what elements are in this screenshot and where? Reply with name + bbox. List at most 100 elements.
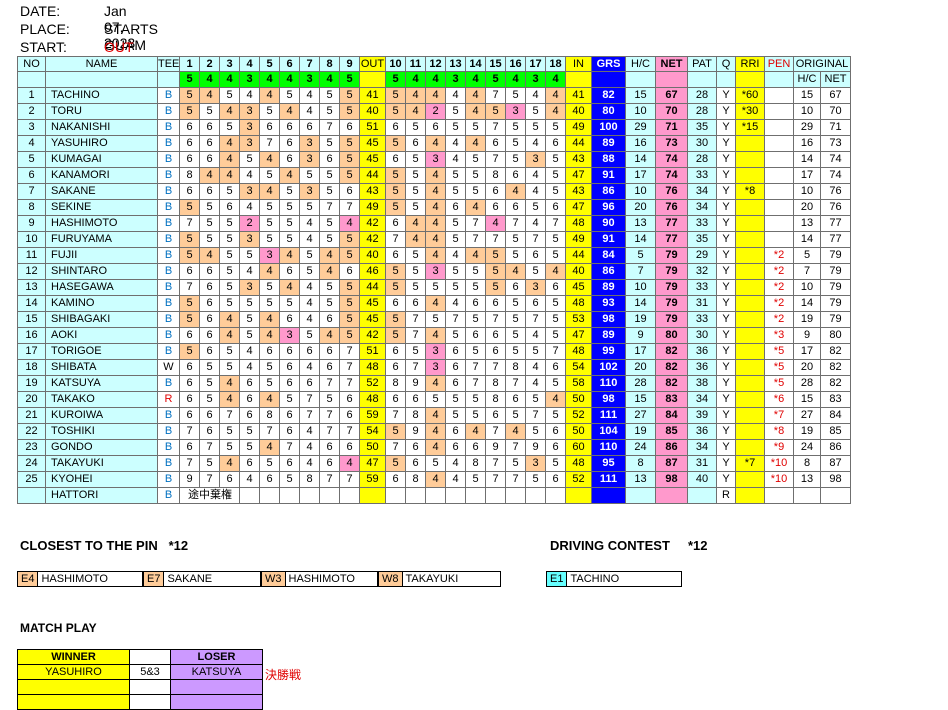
- handicap: 20: [626, 200, 656, 216]
- hole-score: 7: [300, 408, 320, 424]
- hole-score: 5: [280, 216, 300, 232]
- hole-score: 6: [486, 296, 506, 312]
- player-row: 17 TORIGOE B 5 6 5 4 6 6 6 6 7 51 6 5 3 6 5 6 5 5 7 48 99 17 82 36…: [17, 344, 851, 360]
- player-tee: B: [158, 472, 180, 488]
- hole-score: 6: [280, 152, 300, 168]
- hole-score: 6: [446, 440, 466, 456]
- hole-score: 6: [386, 216, 406, 232]
- hole-score: 6: [180, 264, 200, 280]
- start-label: START:: [20, 39, 67, 55]
- hole-score: 7: [340, 200, 360, 216]
- hole-score: 6: [506, 280, 526, 296]
- hole-score: 4: [200, 248, 220, 264]
- hole-score: 5: [180, 200, 200, 216]
- hole-score: 5: [240, 152, 260, 168]
- hole-score: 4: [446, 472, 466, 488]
- hole-score: 5: [220, 248, 240, 264]
- hole-score: 4: [486, 216, 506, 232]
- player-row: 18 SHIBATA W 6 5 5 4 5 6 4 6 7 48 6 7 3 6 7 7 8 4 6 54 102 20 82 3…: [17, 360, 851, 376]
- col-hole: 17: [526, 56, 546, 72]
- hole-score: 6: [546, 440, 566, 456]
- hole-score: [340, 488, 360, 504]
- hole-score: 4: [406, 216, 426, 232]
- player-name: GONDO: [46, 440, 158, 456]
- hole-score: 7: [506, 376, 526, 392]
- hole-score: 5: [446, 168, 466, 184]
- hole-score: 4: [426, 232, 446, 248]
- gross-score: 100: [592, 120, 626, 136]
- player-row: 14 KAMINO B 5 6 5 5 5 5 4 5 5 45 6 6 4 4 6 6 5 6 5 48 93 14 79 31 Y…: [17, 296, 851, 312]
- hole-score: 5: [220, 296, 240, 312]
- hole-score: 5: [546, 376, 566, 392]
- out-total: 42: [360, 216, 386, 232]
- hole-score: 5: [546, 328, 566, 344]
- handicap: 20: [626, 360, 656, 376]
- hole-score: 6: [300, 120, 320, 136]
- hole-score: 6: [280, 312, 300, 328]
- player-name: SAKANE: [46, 184, 158, 200]
- hole-score: 6: [466, 328, 486, 344]
- in-total: 60: [566, 440, 592, 456]
- hole-score: 4: [426, 184, 446, 200]
- hole-score: 4: [260, 264, 280, 280]
- hole-score: 7: [386, 232, 406, 248]
- hole-score: 5: [506, 232, 526, 248]
- out-total: 51: [360, 344, 386, 360]
- hole-score: 6: [486, 328, 506, 344]
- hole-score: 8: [506, 360, 526, 376]
- original-net: 80: [821, 328, 851, 344]
- hole-score: 5: [426, 280, 446, 296]
- net-score: 79: [656, 248, 688, 264]
- player-tee: B: [158, 456, 180, 472]
- hole-score: 4: [200, 88, 220, 104]
- hole-score: 6: [386, 296, 406, 312]
- putts: 34: [688, 392, 717, 408]
- hole-score: 5: [486, 280, 506, 296]
- net-score: [656, 488, 688, 504]
- hole-score: 5: [486, 264, 506, 280]
- hole-score: 9: [180, 472, 200, 488]
- col-hole: 10: [386, 56, 406, 72]
- gross-score: 84: [592, 248, 626, 264]
- par-spacer: [626, 72, 656, 88]
- player-no: 22: [17, 424, 46, 440]
- out-total: 42: [360, 232, 386, 248]
- hole-score: 4: [466, 104, 486, 120]
- hole-score: 6: [180, 152, 200, 168]
- original-net: 74: [821, 152, 851, 168]
- hole-score: 7: [320, 472, 340, 488]
- hole-score: 5: [506, 408, 526, 424]
- in-total: 54: [566, 360, 592, 376]
- hole-score: 7: [526, 232, 546, 248]
- par-value: 5: [340, 72, 360, 88]
- par-value: 4: [200, 72, 220, 88]
- col-hole: 7: [300, 56, 320, 72]
- handicap: 28: [626, 376, 656, 392]
- penalty: *5: [765, 344, 794, 360]
- original-net: 86: [821, 440, 851, 456]
- hole-score: 7: [506, 440, 526, 456]
- original-hc: 14: [794, 232, 821, 248]
- out-total: 46: [360, 264, 386, 280]
- col-hole: 16: [506, 56, 526, 72]
- hole-score: 5: [386, 184, 406, 200]
- penalty: *2: [765, 280, 794, 296]
- gross-score: 86: [592, 184, 626, 200]
- rri-value: [736, 472, 765, 488]
- player-no: 13: [17, 280, 46, 296]
- original-hc: 28: [794, 376, 821, 392]
- player-name: TORIGOE: [46, 344, 158, 360]
- hole-score: 3: [240, 232, 260, 248]
- hole-score: 5: [200, 392, 220, 408]
- par-spacer: [158, 72, 180, 88]
- hole-score: 6: [340, 440, 360, 456]
- in-total: 48: [566, 216, 592, 232]
- hole-score: 4: [526, 168, 546, 184]
- hole-score: 9: [526, 440, 546, 456]
- hole-score: 6: [280, 264, 300, 280]
- hole-score: 6: [546, 136, 566, 152]
- hole-score: 6: [280, 344, 300, 360]
- hole-score: 4: [220, 104, 240, 120]
- hole-score: 6: [200, 344, 220, 360]
- player-name: TACHINO: [46, 88, 158, 104]
